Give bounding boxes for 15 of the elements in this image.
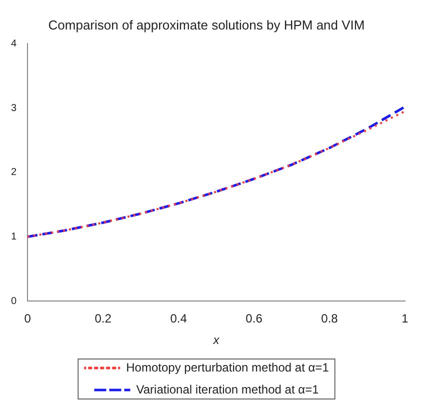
x-axis-title: x <box>212 333 220 348</box>
legend-label: Homotopy perturbation method at α=1 <box>126 360 330 374</box>
y-tick-label: 3 <box>11 102 17 114</box>
chart-title: Comparison of approximate solutions by HPM and VIM <box>48 17 365 32</box>
x-tick-label: 0 <box>24 312 32 326</box>
x-tick-label: 0.2 <box>94 312 112 326</box>
x-tick-label: 0.4 <box>170 312 188 326</box>
y-tick-label: 4 <box>11 38 17 50</box>
x-tick-label: 0.8 <box>321 312 338 326</box>
legend-label: Variational iteration method at α=1 <box>136 382 320 396</box>
y-tick-label: 2 <box>11 167 17 178</box>
x-tick-label: 1 <box>402 312 409 326</box>
y-tick-label: 1 <box>11 232 17 243</box>
y-tick-label: 0 <box>11 296 17 307</box>
x-tick-label: 0.6 <box>246 312 263 326</box>
